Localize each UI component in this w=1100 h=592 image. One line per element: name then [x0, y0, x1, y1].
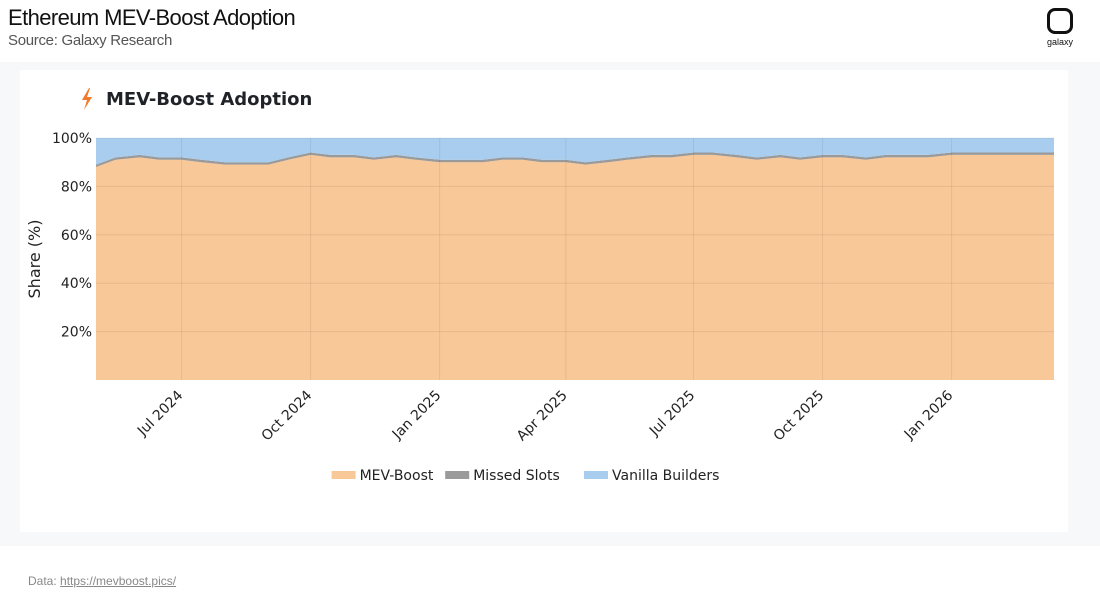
data-source-link[interactable]: https://mevboost.pics/ [60, 574, 177, 588]
y-tick-label: 80% [61, 179, 92, 195]
legend-swatch [445, 471, 470, 479]
galaxy-logo-icon [1047, 8, 1073, 34]
chart-panel: MEV-Boost Adoption 20% 40% 60% 80% 100% Jul 2… [0, 62, 1100, 546]
y-tick-label: 20% [61, 325, 92, 341]
y-tick-label: 60% [61, 228, 92, 244]
missed-slots-line [95, 152, 1054, 167]
legend-swatch [331, 471, 356, 479]
x-tick-label: Jan 2026 [901, 387, 957, 443]
legend-label: MEV-Boost [360, 468, 434, 484]
footer: Data: https://mevboost.pics/ [28, 574, 176, 588]
mev-boost-chart: 20% 40% 60% 80% 100% Jul 2024 Oct 2024 Jan 2025… [25, 131, 1054, 484]
lightning-bolt-icon [82, 88, 92, 110]
legend-swatch [584, 471, 608, 479]
x-tick-label: Jul 2025 [646, 388, 698, 440]
logo-text: galaxy [1046, 37, 1073, 47]
y-axis-label: Share (%) [25, 220, 44, 299]
x-tick-label: Oct 2024 [259, 387, 316, 444]
mev-boost-area [96, 154, 1054, 380]
chart-card: MEV-Boost Adoption 20% 40% 60% 80% 100% Jul 2… [20, 70, 1068, 532]
legend-label: Missed Slots [473, 468, 560, 484]
vanilla-builders-area [96, 138, 1054, 165]
page-header: Ethereum MEV-Boost Adoption Source: Gala… [8, 4, 296, 50]
x-tick-label: Jul 2024 [134, 387, 186, 439]
y-tick-label: 40% [61, 276, 92, 292]
x-tick-label: Oct 2025 [771, 388, 828, 445]
galaxy-logo: galaxy [1040, 8, 1080, 47]
x-tick-label: Jan 2025 [389, 388, 445, 444]
legend-label: Vanilla Builders [612, 468, 719, 484]
card-title: MEV-Boost Adoption [106, 88, 313, 110]
y-tick-label: 100% [52, 131, 92, 147]
page-title: Ethereum MEV-Boost Adoption [8, 5, 296, 30]
page-subtitle: Source: Galaxy Research [8, 32, 173, 49]
card-header: MEV-Boost Adoption [80, 88, 312, 110]
x-tick-label: Apr 2025 [514, 388, 571, 445]
footer-label: Data: [28, 574, 57, 588]
